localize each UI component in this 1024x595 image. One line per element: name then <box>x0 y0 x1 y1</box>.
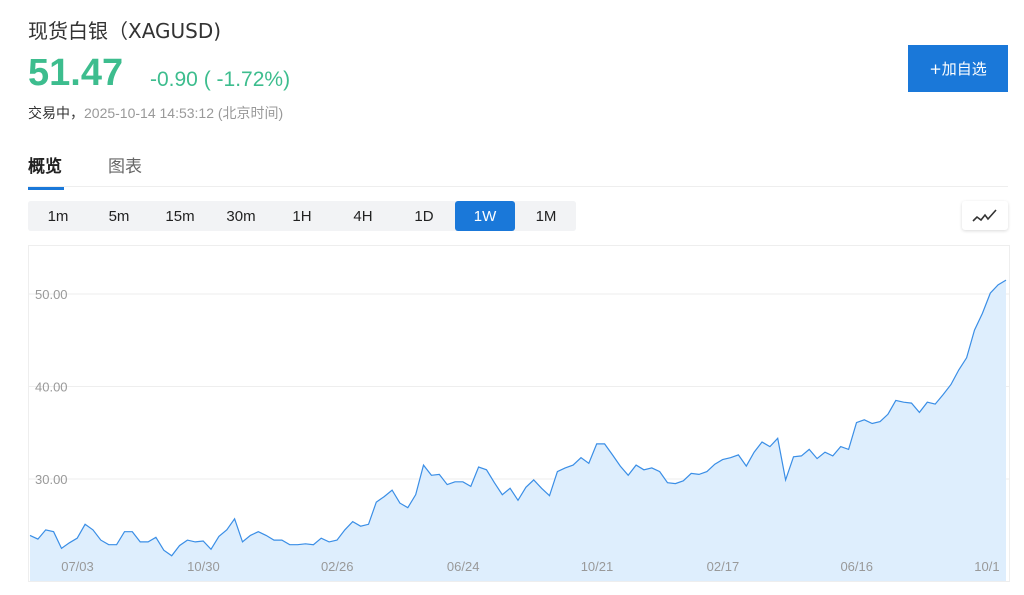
trading-status: 交易中，2025-10-14 14:53:12 (北京时间) <box>28 103 283 123</box>
timeframe-4H[interactable]: 4H <box>333 201 393 231</box>
timeframe-selector: 1m 5m 15m 30m 1H 4H 1D 1W 1M <box>28 201 576 231</box>
price-line <box>29 279 1007 557</box>
tab-chart[interactable]: 图表 <box>108 157 142 177</box>
add-to-watchlist-button[interactable]: +加自选 <box>908 45 1008 92</box>
instrument-title: 现货白银（XAGUSD) <box>28 19 222 43</box>
status-text: 交易中， <box>28 106 84 122</box>
x-tick-label: 07/03 <box>61 559 94 574</box>
price-chart-svg: 20.0030.0040.0050.0007/0310/3002/2606/24… <box>29 279 1009 581</box>
timeframe-1W[interactable]: 1W <box>455 201 515 231</box>
x-tick-label: 02/26 <box>321 559 354 574</box>
y-tick-label: 50.00 <box>35 287 68 302</box>
tab-overview[interactable]: 概览 <box>28 152 64 190</box>
timeframe-1D[interactable]: 1D <box>394 201 454 231</box>
timeframe-1M[interactable]: 1M <box>516 201 576 231</box>
timeframe-30m[interactable]: 30m <box>211 201 271 231</box>
x-tick-label: 02/17 <box>707 559 740 574</box>
x-tick-label: 10/1 <box>974 559 999 574</box>
timeframe-5m[interactable]: 5m <box>89 201 149 231</box>
x-tick-label: 06/16 <box>840 559 873 574</box>
area-fill <box>30 280 1006 581</box>
x-tick-label: 10/21 <box>581 559 614 574</box>
line-chart-icon <box>972 208 997 222</box>
timeframe-1H[interactable]: 1H <box>272 201 332 231</box>
y-tick-label: 40.00 <box>35 380 68 395</box>
price-chart[interactable]: 20.0030.0040.0050.0007/0310/3002/2606/24… <box>28 245 1010 582</box>
timeframe-15m[interactable]: 15m <box>150 201 210 231</box>
chart-type-button[interactable] <box>962 201 1008 230</box>
x-tick-label: 06/24 <box>447 559 480 574</box>
y-tick-label: 30.00 <box>35 472 68 487</box>
tab-divider <box>28 186 1008 187</box>
timeframe-1m[interactable]: 1m <box>28 201 88 231</box>
current-price: 51.47 <box>28 52 124 94</box>
x-tick-label: 10/30 <box>187 559 220 574</box>
timestamp: 2025-10-14 14:53:12 (北京时间) <box>84 105 284 121</box>
price-change: -0.90 ( -1.72%) <box>150 68 291 91</box>
